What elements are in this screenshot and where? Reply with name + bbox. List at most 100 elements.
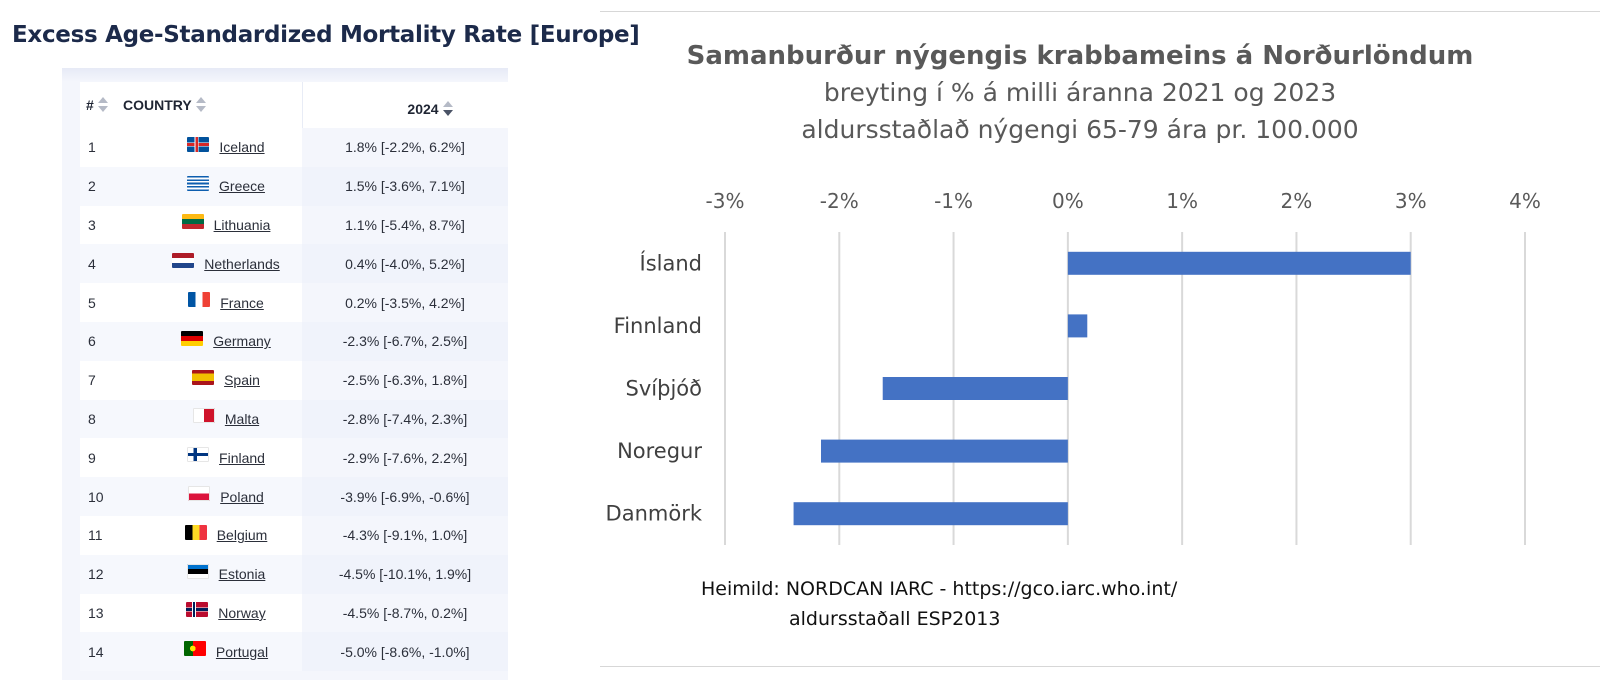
belgium-flag-icon — [184, 524, 207, 540]
iceland-flag-icon — [187, 136, 210, 152]
country-link[interactable]: Germany — [213, 333, 271, 350]
country-link[interactable]: Belgium — [216, 527, 268, 544]
country-cell: Portugal — [120, 632, 332, 671]
source-line-1: Heimild: NORDCAN IARC - https://gco.iarc… — [701, 578, 1178, 600]
rank-cell: 6 — [88, 333, 96, 350]
value-cell: 0.4% [-4.0%, 5.2%] — [345, 255, 465, 272]
country-link[interactable]: Portugal — [215, 643, 269, 660]
value-cell-bg — [302, 128, 508, 167]
rank-cell: 1 — [88, 139, 96, 156]
x-tick-label: -3% — [706, 189, 745, 213]
rank-cell: 13 — [88, 604, 104, 621]
table-row: 4 Netherlands 0.4% [-4.0%, 5.2%] — [80, 244, 508, 284]
category-label: Svíþjóð — [626, 377, 702, 401]
value-cell: -5.0% [-8.6%, -1.0%] — [340, 643, 470, 660]
chart-title: Samanburður nýgengis krabbameins á Norðu… — [687, 41, 1474, 71]
country-link[interactable]: Poland — [220, 488, 264, 505]
table-shadow — [62, 68, 508, 82]
rank-cell: 7 — [88, 372, 96, 389]
value-cell-bg — [302, 166, 508, 206]
table-row: 13 Norway -4.5% [-8.7%, 0.2%] — [80, 593, 508, 633]
header-country[interactable]: COUNTRY — [123, 82, 206, 128]
value-cell-bg — [302, 515, 508, 555]
country-link[interactable]: Malta — [224, 410, 260, 427]
source-line-2: aldursstaðall ESP2013 — [789, 608, 1001, 630]
category-label: Noregur — [617, 439, 702, 463]
country-cell: Finland — [120, 438, 332, 477]
ranking-table: # COUNTRY 2024 1 Iceland 1.8% [-2.2%, 6.2%… — [62, 68, 508, 680]
chart-subtitle: breyting í % á milli áranna 2021 og 2023 — [824, 78, 1336, 107]
country-link[interactable]: Greece — [219, 178, 265, 195]
x-tick-label: 4% — [1509, 189, 1541, 213]
x-tick-label: 1% — [1166, 189, 1198, 213]
country-cell: Iceland — [120, 128, 332, 167]
left-panel: Excess Age-Standardized Mortality Rate [… — [0, 0, 640, 691]
value-cell-bg — [302, 554, 508, 594]
bar — [1067, 251, 1411, 275]
rank-cell: 5 — [88, 294, 96, 311]
value-cell: -4.5% [-8.7%, 0.2%] — [342, 604, 468, 621]
header-divider — [302, 82, 303, 128]
x-tick-label: -2% — [820, 189, 859, 213]
table-row: 2 Greece 1.5% [-3.6%, 7.1%] — [80, 166, 508, 206]
rank-cell: 2 — [88, 178, 96, 195]
country-link[interactable]: Netherlands — [204, 255, 280, 272]
sort-icon[interactable] — [97, 97, 108, 113]
rank-cell: 12 — [88, 566, 104, 583]
rank-cell: 3 — [88, 216, 96, 233]
country-link[interactable]: France — [220, 294, 264, 311]
table-row: 12 Estonia -4.5% [-10.1%, 1.9%] — [80, 554, 508, 594]
category-label: Finnland — [614, 314, 702, 338]
value-cell: -2.8% [-7.4%, 2.3%] — [342, 410, 468, 427]
x-tick-label: 3% — [1395, 189, 1427, 213]
value-cell: -2.5% [-6.3%, 1.8%] — [342, 372, 468, 389]
country-cell: Lithuania — [120, 206, 332, 245]
x-tick-label: 0% — [1052, 189, 1084, 213]
netherlands-flag-icon — [172, 253, 195, 269]
table-row: 7 Spain -2.5% [-6.3%, 1.8%] — [80, 360, 508, 400]
bottom-divider — [600, 666, 1600, 667]
right-panel: Samanburður nýgengis krabbameins á Norðu… — [600, 0, 1600, 691]
table-header: # COUNTRY 2024 — [80, 82, 508, 130]
header-year-label: 2024 — [407, 101, 439, 117]
header-rank[interactable]: # — [86, 82, 108, 128]
value-cell: -2.3% [-6.7%, 2.5%] — [342, 333, 468, 350]
malta-flag-icon — [192, 408, 215, 424]
country-link[interactable]: Estonia — [218, 566, 266, 583]
value-cell-bg — [302, 632, 508, 672]
top-divider — [600, 11, 1600, 12]
country-link[interactable]: Norway — [218, 604, 266, 621]
rank-cell: 14 — [88, 643, 104, 660]
value-cell: 1.8% [-2.2%, 6.2%] — [345, 139, 465, 156]
country-cell: Poland — [120, 477, 332, 516]
value-cell: 1.5% [-3.6%, 7.1%] — [345, 178, 465, 195]
value-cell: -4.5% [-10.1%, 1.9%] — [338, 566, 472, 583]
sort-icon[interactable] — [195, 97, 206, 113]
norway-flag-icon — [186, 602, 209, 618]
table-row: 6 Germany -2.3% [-6.7%, 2.5%] — [80, 321, 508, 361]
value-cell-bg — [302, 321, 508, 361]
country-link[interactable]: Finland — [219, 449, 265, 466]
country-link[interactable]: Spain — [224, 372, 260, 389]
table-row: 5 France 0.2% [-3.5%, 4.2%] — [80, 283, 508, 322]
bar — [882, 377, 1068, 400]
country-cell: France — [120, 283, 332, 322]
value-cell: -2.9% [-7.6%, 2.2%] — [342, 449, 468, 466]
country-link[interactable]: Lithuania — [213, 216, 271, 233]
country-cell: Malta — [120, 400, 332, 439]
header-year[interactable]: 2024 — [370, 86, 490, 132]
value-cell-bg — [302, 477, 508, 516]
rank-cell: 9 — [88, 449, 96, 466]
sort-desc-icon[interactable] — [442, 101, 453, 117]
category-label: Danmörk — [606, 502, 703, 526]
value-cell-bg — [302, 593, 508, 633]
estonia-flag-icon — [186, 563, 209, 579]
lithuania-flag-icon — [181, 214, 204, 230]
country-cell: Belgium — [120, 516, 332, 555]
finland-flag-icon — [187, 447, 210, 463]
greece-flag-icon — [187, 175, 210, 191]
table-row: 11 Belgium -4.3% [-9.1%, 1.0%] — [80, 515, 508, 555]
country-link[interactable]: Iceland — [219, 139, 265, 156]
table-title: Excess Age-Standardized Mortality Rate [… — [12, 22, 640, 48]
value-cell: -3.9% [-6.9%, -0.6%] — [340, 488, 470, 505]
